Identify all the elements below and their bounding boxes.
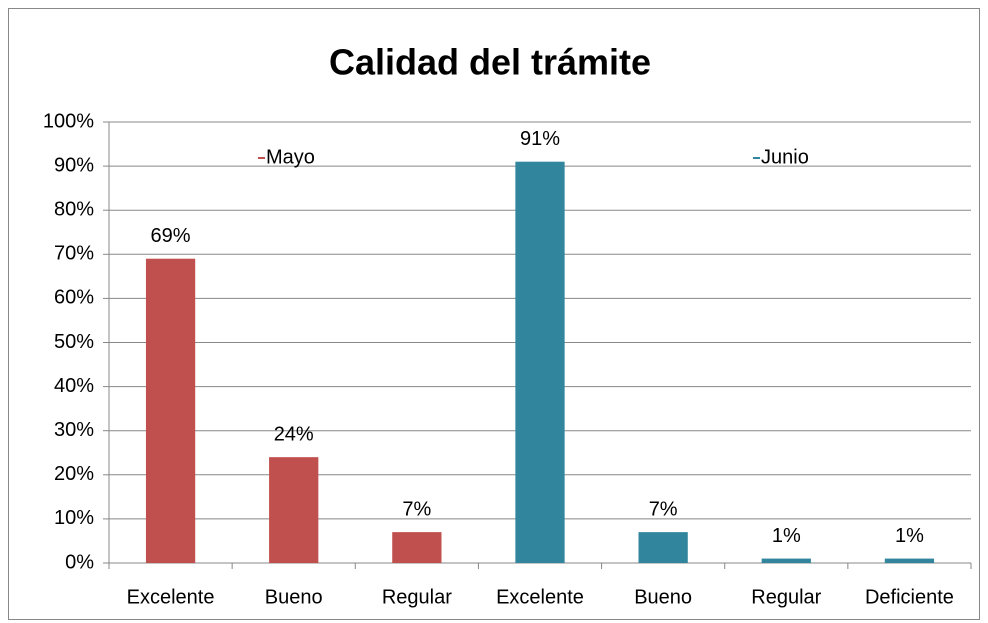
x-tick-label: Regular	[382, 586, 452, 608]
data-label: 24%	[274, 423, 314, 445]
data-label: 7%	[649, 498, 678, 520]
data-label: 91%	[520, 128, 560, 150]
y-tick-label: 40%	[54, 375, 94, 397]
y-tick-label: 70%	[54, 243, 94, 265]
bar	[884, 558, 935, 563]
x-tick-label: Excelente	[127, 586, 215, 608]
x-tick-label: Deficiente	[865, 586, 954, 608]
bar	[761, 558, 811, 563]
chart-title: Calidad del trámite	[329, 42, 651, 83]
y-tick-label: 90%	[54, 154, 94, 176]
data-label: 69%	[151, 225, 191, 247]
y-tick-label: 10%	[54, 507, 94, 529]
x-tick-label: Excelente	[496, 586, 584, 608]
bar	[145, 258, 196, 563]
bar	[638, 532, 688, 563]
x-tick-label: Regular	[751, 586, 821, 608]
y-tick-label: 20%	[54, 463, 94, 485]
x-tick-label: Bueno	[634, 586, 692, 608]
data-label: 1%	[772, 525, 801, 547]
data-label: 1%	[895, 525, 924, 547]
bar	[269, 457, 319, 563]
bar	[515, 161, 565, 563]
y-tick-label: 50%	[54, 331, 94, 353]
x-tick-label: Bueno	[265, 586, 323, 608]
y-tick-label: 100%	[43, 110, 94, 132]
legend-label: Mayo	[266, 146, 315, 168]
bar	[392, 532, 442, 563]
data-label: 7%	[402, 498, 431, 520]
y-tick-label: 80%	[54, 198, 94, 220]
y-tick-label: 30%	[54, 419, 94, 441]
y-tick-label: 60%	[54, 287, 94, 309]
y-tick-label: 0%	[65, 551, 94, 573]
legend-label: Junio	[761, 146, 809, 168]
